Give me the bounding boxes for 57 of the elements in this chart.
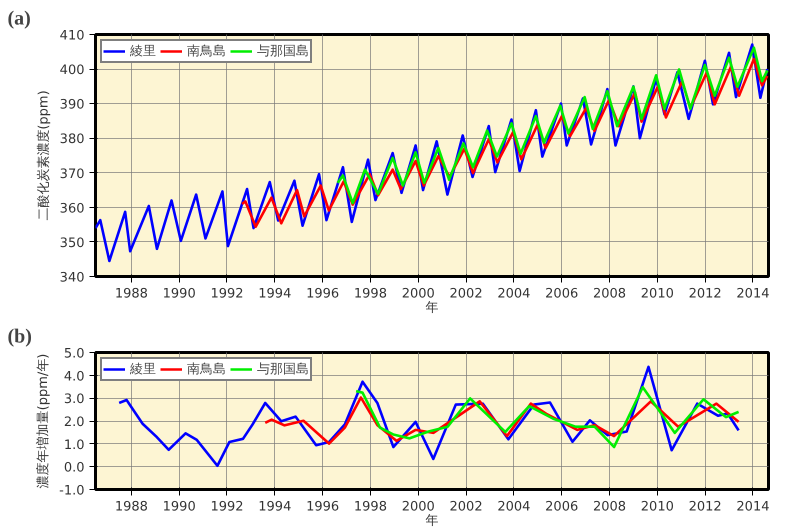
x-tick-label: 1990 bbox=[162, 500, 196, 514]
y-tick-label: 340 bbox=[60, 270, 85, 286]
x-tick-label: 2006 bbox=[545, 500, 578, 514]
x-tick-label: 2002 bbox=[450, 286, 483, 302]
x-tick-label: 2004 bbox=[497, 500, 530, 514]
y-tick-label: 380 bbox=[60, 132, 85, 148]
x-tick-label: 1994 bbox=[258, 286, 292, 302]
legend-label: 与那国島 bbox=[257, 361, 309, 378]
legend-label: 綾里 bbox=[130, 361, 156, 378]
chart-title: (a) bbox=[8, 8, 31, 30]
y-axis-title: 濃度年増加量(ppm/年) bbox=[35, 354, 52, 488]
x-tick-label: 1996 bbox=[306, 286, 340, 302]
x-tick-label: 2012 bbox=[688, 500, 722, 514]
x-tick-label: 1990 bbox=[162, 286, 196, 302]
legend-label: 綾里 bbox=[130, 43, 156, 60]
line-series bbox=[336, 46, 768, 205]
y-tick-label: 2.0 bbox=[64, 415, 85, 430]
x-tick-label: 2000 bbox=[402, 500, 435, 514]
x-axis-title: 年 bbox=[426, 514, 438, 528]
y-tick-label: 390 bbox=[60, 98, 85, 113]
x-axis-title: 年 bbox=[426, 300, 438, 316]
y-tick-label: 400 bbox=[60, 63, 85, 78]
x-tick-label: 2004 bbox=[497, 286, 530, 302]
y-tick-label: 1.0 bbox=[64, 438, 85, 453]
y-tick-label: 5.0 bbox=[64, 346, 85, 362]
x-tick-label: 1994 bbox=[258, 500, 292, 514]
x-tick-label: 2002 bbox=[450, 500, 483, 514]
y-axis-title: 二酸化炭素濃度(ppm) bbox=[36, 90, 52, 221]
y-tick-label: 0.0 bbox=[64, 460, 85, 476]
x-tick-label: 1998 bbox=[354, 286, 387, 302]
x-tick-label: 2014 bbox=[736, 286, 770, 302]
x-tick-label: 2006 bbox=[545, 286, 578, 302]
x-tick-label: 2000 bbox=[402, 286, 435, 302]
y-tick-label: 350 bbox=[60, 236, 85, 251]
x-tick-label: 1998 bbox=[354, 500, 387, 514]
y-tick-label: -1.0 bbox=[59, 484, 85, 498]
legend-label: 南鳥島 bbox=[187, 361, 226, 378]
x-tick-label: 2008 bbox=[592, 500, 626, 514]
y-tick-label: 3.0 bbox=[64, 392, 85, 408]
y-tick-label: 370 bbox=[60, 166, 85, 182]
x-tick-label: 2012 bbox=[688, 286, 722, 302]
x-tick-label: 1992 bbox=[210, 500, 244, 514]
x-tick-label: 2014 bbox=[736, 500, 770, 514]
x-tick-label: 1992 bbox=[210, 286, 244, 302]
x-tick-label: 2010 bbox=[640, 286, 674, 302]
x-tick-label: 1988 bbox=[114, 286, 148, 302]
x-tick-label: 1996 bbox=[306, 500, 340, 514]
chart-title: (b) bbox=[8, 326, 32, 348]
x-tick-label: 2010 bbox=[640, 500, 674, 514]
legend-label: 与那国島 bbox=[257, 43, 309, 60]
y-tick-label: 360 bbox=[60, 201, 85, 216]
legend-label: 南鳥島 bbox=[187, 43, 226, 60]
y-tick-label: 4.0 bbox=[64, 369, 85, 384]
x-tick-label: 1988 bbox=[114, 500, 148, 514]
x-tick-label: 2008 bbox=[592, 286, 626, 302]
line-series bbox=[354, 386, 740, 448]
y-tick-label: 410 bbox=[60, 28, 85, 44]
